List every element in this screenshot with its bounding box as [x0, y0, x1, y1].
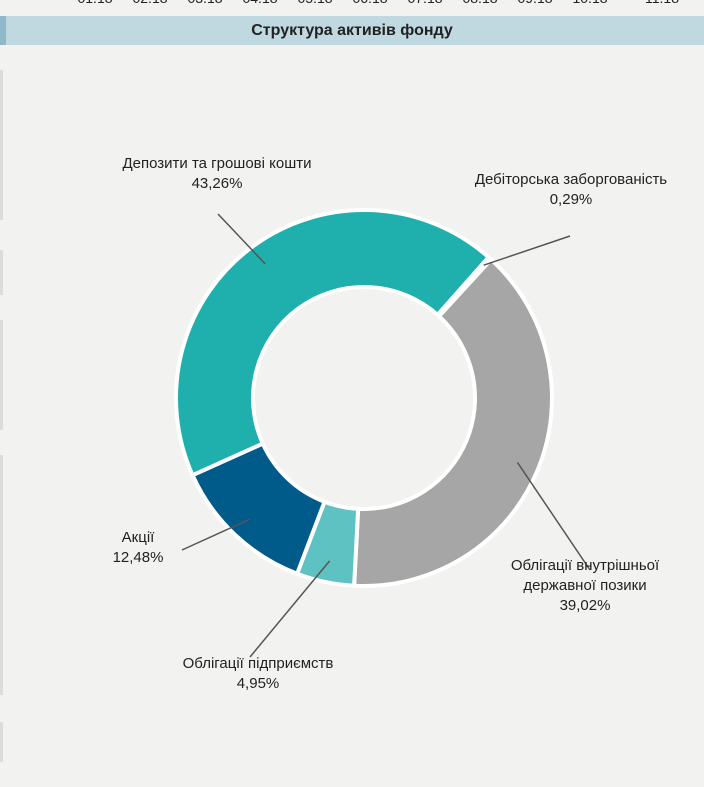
axis-tick-label: 05.18: [297, 0, 332, 6]
leader-line: [181, 518, 251, 551]
slice-label: Дебіторська заборгованість 0,29%: [475, 171, 667, 208]
axis-ticks-strip: 01.18 02.18 03.18 04.18 05.18 06.18 07.18 08.18…: [0, 0, 704, 18]
slice-name-label: Облігації внутрішньої: [511, 557, 660, 574]
chart-title-bar: Структура активів фонду: [0, 16, 704, 45]
slice-name-label: державної позики: [523, 577, 646, 594]
slice-name-label: Дебіторська заборгованість: [475, 171, 667, 188]
slice-value-label: 0,29%: [550, 191, 593, 208]
axis-tick-label: 01.18: [77, 0, 112, 6]
donut-labels: Дебіторська заборгованість 0,29% Облігації…: [113, 155, 668, 692]
axis-tick-label: 09.18: [517, 0, 552, 6]
left-edge-strip: [0, 320, 3, 430]
axis-tick-label: 11.18: [645, 0, 679, 6]
axis-tick-label: 10.18: [572, 0, 607, 6]
slice-label: Акції 12,48%: [113, 529, 164, 566]
slice-label: Облігації підприємств 4,95%: [183, 655, 334, 692]
axis-tick-label: 06.18: [352, 0, 387, 6]
slice-value-label: 43,26%: [192, 175, 243, 192]
slice-label: Облігації внутрішньої державної позики 39,…: [511, 557, 660, 614]
slice-label: Депозити та грошові кошти 43,26%: [122, 155, 311, 192]
axis-tick-label: 08.18: [462, 0, 497, 6]
leader-line: [483, 235, 571, 266]
slice-value-label: 4,95%: [237, 675, 280, 692]
donut-slice: [352, 257, 554, 588]
left-edge-strip: [0, 70, 3, 220]
axis-tick-label: 07.18: [407, 0, 442, 6]
leader-line: [217, 213, 266, 265]
chart-title: Структура активів фонду: [251, 21, 453, 39]
left-edge-strip: [0, 455, 3, 695]
axis-tick-label: 03.18: [187, 0, 222, 6]
axis-tick-label: 02.18: [132, 0, 167, 6]
donut-slices: [174, 208, 554, 588]
slice-value-label: 39,02%: [560, 597, 611, 614]
slice-value-label: 12,48%: [113, 549, 164, 566]
slice-name-label: Облігації підприємств: [183, 655, 334, 672]
left-edge-strip: [0, 250, 3, 295]
axis-tick-label: 04.18: [242, 0, 277, 6]
slice-name-label: Акції: [122, 529, 155, 546]
left-edge-strip: [0, 722, 3, 762]
leader-line: [249, 560, 331, 658]
leader-line: [516, 462, 591, 571]
slice-name-label: Депозити та грошові кошти: [122, 155, 311, 172]
title-accent: [0, 16, 6, 45]
donut-slice: [174, 208, 491, 478]
